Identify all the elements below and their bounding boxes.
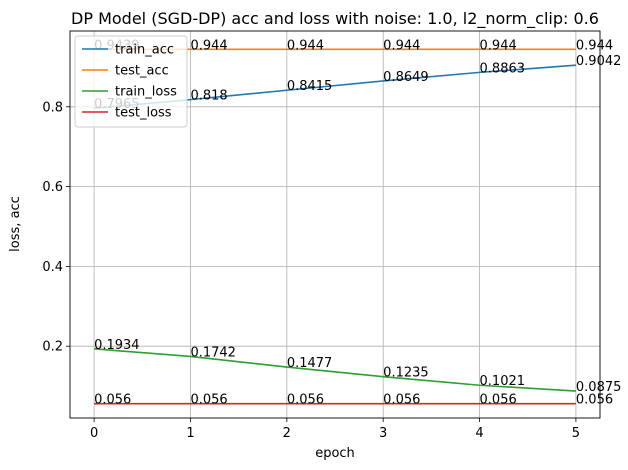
data-label: 0.0875 [576,380,622,395]
series-line-train-loss [94,348,576,392]
data-label: 0.1742 [190,345,236,360]
legend-box [74,35,188,128]
legend-label: test_acc [115,64,169,79]
data-label: 0.944 [480,38,517,53]
x-tick-label: 4 [475,426,483,441]
y-axis-label: loss, acc [8,196,23,252]
y-tick-label: 0.6 [42,180,63,195]
data-label: 0.1934 [94,338,140,353]
data-label: 0.056 [94,393,131,408]
plot-frame [69,30,601,419]
x-axis-label: epoch [315,446,355,461]
data-label: 0.944 [190,38,227,53]
grid-lines [70,31,600,418]
x-tick-label: 3 [379,426,387,441]
data-label: 0.056 [480,393,517,408]
data-label: 0.056 [190,393,227,408]
data-label: 0.9042 [576,54,622,69]
y-tick-label: 0.8 [42,100,63,115]
data-label: 0.8415 [287,79,333,94]
data-label: 0.944 [287,38,324,53]
data-label: 0.944 [383,38,420,53]
x-tick-label: 5 [572,426,580,441]
y-tick-label: 0.2 [42,340,63,355]
data-label: 0.1477 [287,356,333,371]
data-label: 0.056 [383,393,420,408]
data-label: 0.1235 [383,366,429,381]
data-label: 0.8649 [383,70,429,85]
data-label: 0.056 [287,393,324,408]
data-label: 0.8863 [480,61,525,76]
axes: 0 1 2 3 4 5 0.2 0.4 0.6 0.8 [42,100,580,441]
y-tick-label: 0.4 [42,260,63,275]
chart-title: DP Model (SGD-DP) acc and loss with nois… [71,9,599,29]
legend-label: train_loss [115,85,177,100]
x-tick-label: 2 [283,426,291,441]
data-label: 0.056 [576,393,613,408]
data-label: 0.944 [576,38,613,53]
legend-label: test_loss [115,106,172,121]
x-tick-label: 0 [90,426,98,441]
legend: train_acc test_acc train_loss test_loss [74,35,188,128]
data-label: 0.1021 [480,374,525,389]
x-tick-label: 1 [186,426,194,441]
legend-label: train_acc [115,43,174,58]
data-label: 0.818 [190,89,227,104]
